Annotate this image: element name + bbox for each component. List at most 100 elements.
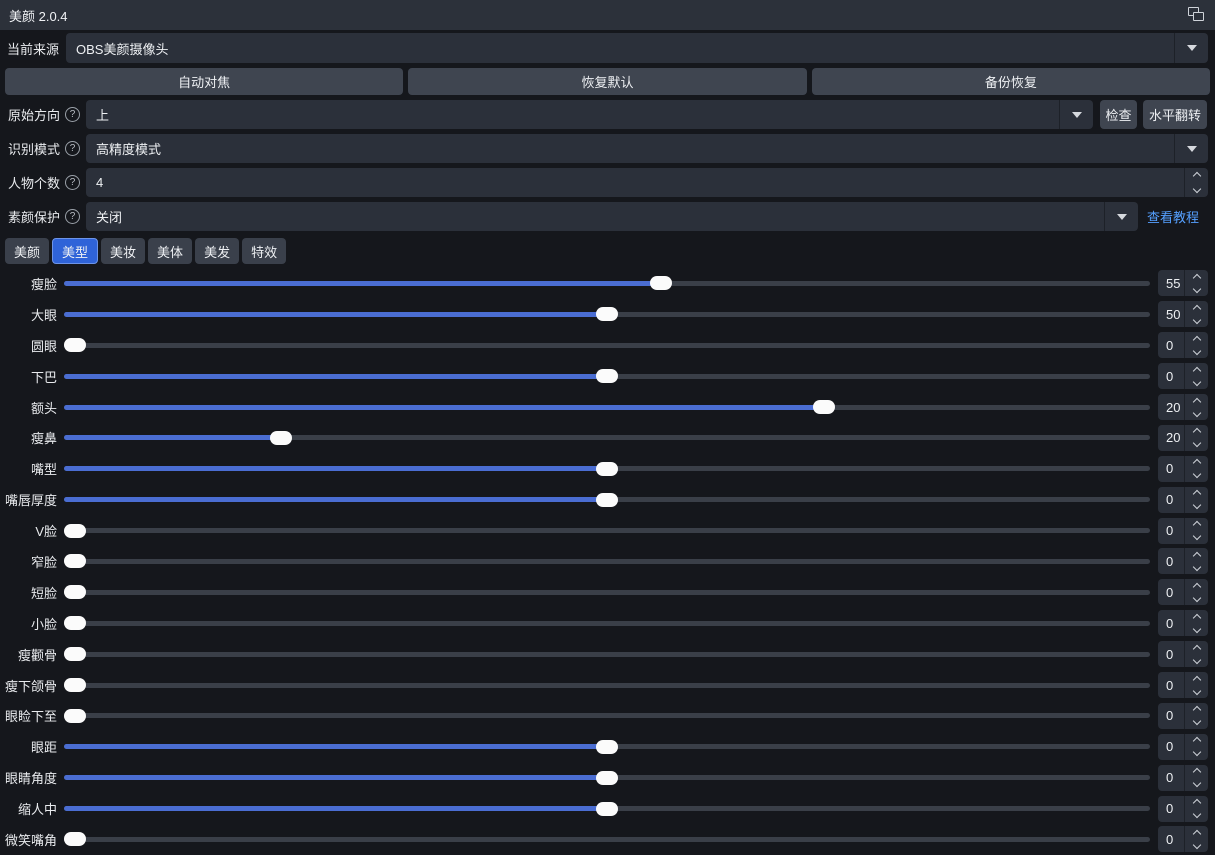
- slider-track[interactable]: [64, 430, 1150, 445]
- slider-handle[interactable]: [64, 678, 86, 693]
- spin-up-button[interactable]: [1185, 363, 1208, 376]
- slider-handle[interactable]: [596, 739, 618, 754]
- slider-handle[interactable]: [64, 832, 86, 847]
- slider-track[interactable]: [64, 832, 1150, 847]
- slider-handle[interactable]: [64, 523, 86, 538]
- slider-handle[interactable]: [596, 307, 618, 322]
- spin-up-button[interactable]: [1185, 703, 1208, 716]
- slider-track[interactable]: [64, 678, 1150, 693]
- slider-handle[interactable]: [650, 276, 673, 291]
- tab-1-active[interactable]: 美型: [52, 238, 99, 264]
- slider-value-spinner[interactable]: 0: [1158, 332, 1208, 359]
- slider-value-spinner[interactable]: 50: [1158, 301, 1208, 328]
- spin-up-button[interactable]: [1185, 610, 1208, 623]
- spin-up-button[interactable]: [1185, 641, 1208, 654]
- spin-down-button[interactable]: [1185, 623, 1208, 636]
- slider-handle[interactable]: [64, 338, 86, 353]
- spin-down-button[interactable]: [1185, 500, 1208, 513]
- slider-track[interactable]: [64, 770, 1150, 785]
- tab-5[interactable]: 特效: [242, 238, 287, 264]
- spin-up-button[interactable]: [1185, 425, 1208, 438]
- source-dropdown-arrow[interactable]: [1174, 33, 1208, 63]
- spin-down-button[interactable]: [1185, 778, 1208, 791]
- people-count-spinner[interactable]: 4: [86, 168, 1208, 197]
- slider-track[interactable]: [64, 554, 1150, 569]
- slider-track[interactable]: [64, 400, 1150, 414]
- slider-track[interactable]: [64, 492, 1150, 507]
- spin-down-button[interactable]: [1185, 376, 1208, 389]
- spin-down-button[interactable]: [1185, 438, 1208, 451]
- recognition-dropdown[interactable]: 高精度模式: [86, 134, 1208, 163]
- slider-value-spinner[interactable]: 20: [1158, 424, 1208, 451]
- recognition-dropdown-arrow[interactable]: [1174, 134, 1208, 163]
- tab-3[interactable]: 美体: [148, 238, 193, 264]
- tab-4[interactable]: 美发: [195, 238, 240, 264]
- slider-handle[interactable]: [64, 647, 86, 662]
- spin-down-button[interactable]: [1185, 407, 1208, 420]
- slider-handle[interactable]: [596, 492, 618, 507]
- slider-handle[interactable]: [596, 770, 618, 785]
- slider-handle[interactable]: [64, 708, 86, 723]
- restore-window-icon[interactable]: [1188, 7, 1206, 23]
- orientation-dropdown[interactable]: 上: [86, 100, 1094, 129]
- spin-up-button[interactable]: [1185, 332, 1208, 345]
- slider-track[interactable]: [64, 276, 1150, 291]
- tab-2[interactable]: 美妆: [101, 238, 146, 264]
- slider-track[interactable]: [64, 801, 1150, 816]
- backup-restore-button[interactable]: 备份恢复: [811, 68, 1210, 95]
- horizontal-flip-button[interactable]: 水平翻转: [1143, 100, 1208, 129]
- slider-handle[interactable]: [270, 430, 293, 445]
- restore-default-button[interactable]: 恢复默认: [408, 68, 807, 95]
- spin-down-button[interactable]: [1185, 716, 1208, 729]
- spin-up-button[interactable]: [1185, 301, 1208, 314]
- autofocus-button[interactable]: 自动对焦: [5, 68, 404, 95]
- slider-value-spinner[interactable]: 0: [1158, 764, 1208, 791]
- slider-handle[interactable]: [813, 400, 836, 414]
- source-dropdown[interactable]: OBS美颜摄像头: [66, 33, 1208, 63]
- slider-value-spinner[interactable]: 0: [1158, 641, 1208, 668]
- slider-handle[interactable]: [64, 616, 86, 631]
- spin-up-button[interactable]: [1185, 826, 1208, 839]
- slider-track[interactable]: [64, 708, 1150, 723]
- slider-track[interactable]: [64, 307, 1150, 322]
- protection-dropdown[interactable]: 关闭: [86, 202, 1139, 231]
- spin-down-button[interactable]: [1185, 809, 1208, 822]
- slider-handle[interactable]: [64, 585, 86, 600]
- slider-track[interactable]: [64, 461, 1150, 476]
- check-button[interactable]: 检查: [1100, 100, 1138, 129]
- spin-up-button[interactable]: [1185, 168, 1208, 183]
- view-tutorial-link[interactable]: 查看教程: [1147, 210, 1200, 225]
- spin-down-button[interactable]: [1185, 839, 1208, 852]
- spin-down-button[interactable]: [1185, 685, 1208, 698]
- orientation-dropdown-arrow[interactable]: [1059, 100, 1093, 129]
- slider-value-spinner[interactable]: 20: [1158, 394, 1208, 420]
- slider-value-spinner[interactable]: 0: [1158, 517, 1208, 544]
- slider-value-spinner[interactable]: 0: [1158, 579, 1208, 606]
- spin-down-button[interactable]: [1185, 345, 1208, 358]
- slider-value-spinner[interactable]: 0: [1158, 455, 1208, 482]
- slider-value-spinner[interactable]: 0: [1158, 672, 1208, 699]
- spin-up-button[interactable]: [1185, 672, 1208, 685]
- slider-track[interactable]: [64, 338, 1150, 353]
- spin-down-button[interactable]: [1185, 747, 1208, 760]
- help-icon[interactable]: ?: [65, 107, 81, 122]
- slider-value-spinner[interactable]: 0: [1158, 486, 1208, 513]
- slider-value-spinner[interactable]: 0: [1158, 363, 1208, 390]
- spin-up-button[interactable]: [1185, 734, 1208, 747]
- slider-value-spinner[interactable]: 0: [1158, 826, 1208, 853]
- slider-value-spinner[interactable]: 0: [1158, 548, 1208, 575]
- spin-up-button[interactable]: [1185, 487, 1208, 500]
- help-icon[interactable]: ?: [65, 175, 81, 190]
- spin-down-button[interactable]: [1185, 314, 1208, 327]
- spin-up-button[interactable]: [1185, 548, 1208, 561]
- protection-dropdown-arrow[interactable]: [1104, 202, 1138, 231]
- spin-up-button[interactable]: [1185, 270, 1208, 283]
- spin-down-button[interactable]: [1185, 283, 1208, 296]
- slider-handle[interactable]: [596, 801, 618, 816]
- spin-down-button[interactable]: [1185, 183, 1208, 198]
- spin-up-button[interactable]: [1185, 796, 1208, 809]
- slider-track[interactable]: [64, 739, 1150, 754]
- slider-track[interactable]: [64, 369, 1150, 384]
- spin-up-button[interactable]: [1185, 394, 1208, 407]
- slider-track[interactable]: [64, 647, 1150, 662]
